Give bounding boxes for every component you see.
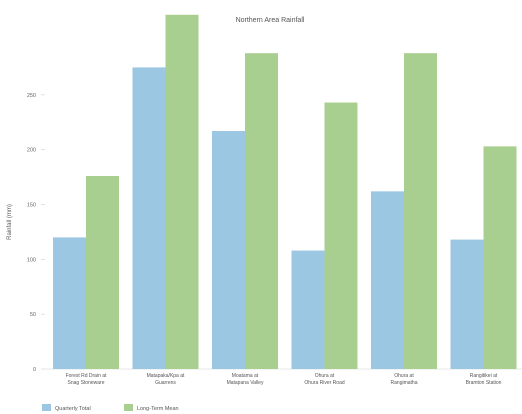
bar-quarterly-total: [450, 239, 484, 369]
y-tick-label: 200: [27, 148, 36, 154]
x-tick-label-line: Rangimatha: [391, 380, 418, 386]
y-axis-ticks: 0 50 100 150 200 250: [27, 93, 45, 373]
y-tick-label: 100: [27, 257, 36, 263]
bar-quarterly-total: [291, 250, 325, 369]
chart-title: Northern Area Rainfall: [236, 17, 305, 24]
bar-quarterly-total: [53, 237, 86, 369]
y-tick-label: 50: [30, 312, 36, 318]
y-tick-label: 0: [33, 367, 36, 373]
x-tick-label-line: Bramton Station: [466, 380, 502, 386]
x-tick-label-line: Ohura at: [394, 373, 414, 379]
x-tick-label-line: Moatama at: [232, 373, 259, 379]
x-tick-label: Rangitikei at Bramton Station: [466, 373, 502, 386]
bar-long-term-mean: [86, 175, 119, 369]
legend: Quarterly Total Long-Term Mean: [42, 404, 179, 412]
legend-label: Quarterly Total: [55, 406, 91, 412]
x-tick-label: Matapaka/Kpa at Guarrens: [147, 373, 185, 386]
y-tick-label: 250: [27, 93, 36, 99]
x-tick-label-line: Rangitikei at: [470, 373, 498, 379]
y-tick-label: 150: [27, 203, 36, 209]
x-tick-label: Moatama at Matapana Valley: [227, 373, 264, 386]
bar-long-term-mean: [165, 14, 199, 369]
bar-long-term-mean: [324, 102, 358, 369]
x-tick-label: Ohura at Ohura River Road: [304, 373, 345, 386]
x-tick-label-line: Matapaka/Kpa at: [147, 373, 185, 379]
bar-marks: [53, 14, 517, 370]
x-tick-label: Ohura at Rangimatha: [391, 373, 418, 386]
x-tick-label-line: Matapana Valley: [227, 380, 264, 386]
y-axis-title: Rainfall (mm): [7, 204, 13, 240]
bar-long-term-mean: [404, 53, 437, 369]
x-axis-ticks: Forest Rd Drain at Snag Stoneware Matapaka…: [66, 373, 502, 386]
bar-quarterly-total: [371, 191, 404, 369]
x-tick-label: Forest Rd Drain at Snag Stoneware: [66, 373, 107, 386]
legend-swatch: [124, 404, 133, 411]
bar-long-term-mean: [483, 146, 517, 369]
x-tick-label-line: Guarrens: [155, 380, 176, 386]
legend-label: Long-Term Mean: [137, 406, 179, 412]
x-tick-label-line: Snag Stoneware: [68, 380, 105, 386]
bar-long-term-mean: [245, 53, 278, 369]
bar-quarterly-total: [212, 131, 245, 369]
legend-swatch: [42, 404, 51, 411]
x-tick-label-line: Ohura at: [315, 373, 335, 379]
x-tick-label-line: Forest Rd Drain at: [66, 373, 107, 379]
bar-quarterly-total: [132, 67, 166, 370]
x-tick-label-line: Ohura River Road: [304, 380, 345, 386]
